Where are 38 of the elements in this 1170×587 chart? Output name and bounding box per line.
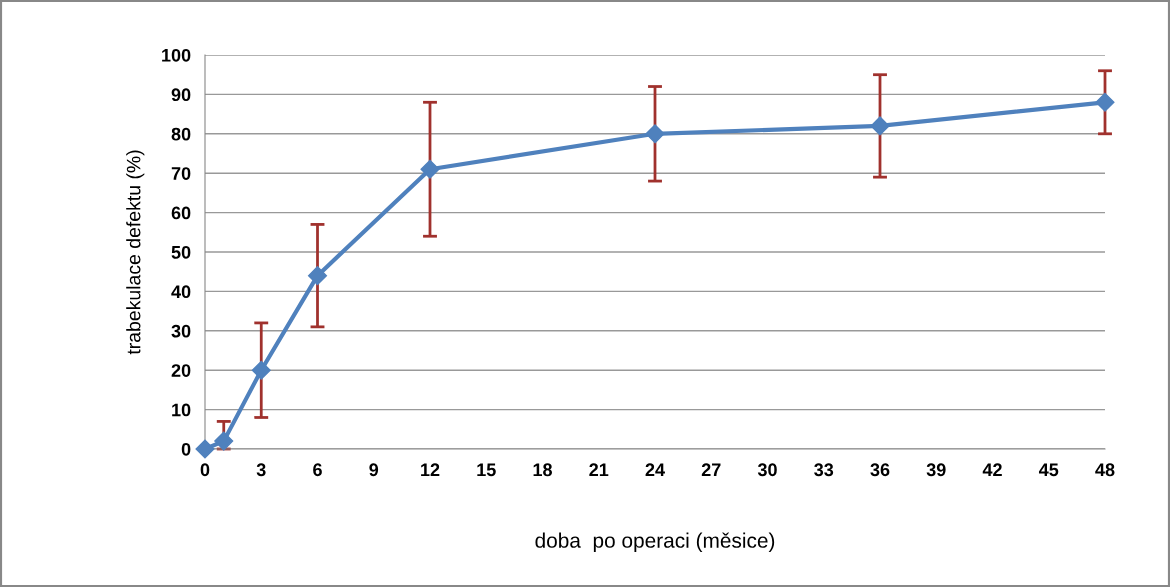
y-tick-label: 60	[171, 206, 191, 220]
y-tick-label: 70	[171, 167, 191, 180]
y-tick-label: 80	[171, 127, 191, 141]
x-tick-label: 0	[200, 463, 210, 477]
y-tick-label: 90	[171, 88, 191, 102]
x-tick-label: 33	[814, 463, 834, 477]
point	[214, 431, 234, 451]
y-tick-label: 40	[171, 285, 191, 299]
point	[195, 439, 215, 459]
x-tick-label: 39	[926, 463, 946, 477]
x-tick-label: 21	[589, 463, 609, 476]
point	[420, 159, 440, 179]
y-tick-label: 0	[181, 442, 191, 456]
y-tick-label: 100	[162, 48, 191, 62]
x-tick-label: 15	[477, 463, 496, 477]
y-tick-label: 50	[171, 245, 191, 259]
x-tick-label: 42	[982, 463, 1002, 476]
x-tick-label: 30	[757, 463, 777, 477]
x-tick-label: 18	[533, 463, 552, 477]
point	[870, 116, 890, 136]
y-axis-title: trabekulace defektu (%)	[126, 150, 145, 355]
point	[251, 360, 271, 380]
x-tick-label: 27	[701, 463, 721, 476]
x-tick-label: 24	[645, 463, 665, 476]
point	[307, 266, 328, 286]
x-tick-label: 45	[1038, 463, 1059, 477]
x-tick-label: 9	[369, 463, 379, 477]
x-tick-label: 3	[256, 463, 266, 477]
point	[1095, 92, 1115, 112]
x-tick-label: 48	[1095, 463, 1115, 477]
x-tick-label: 36	[870, 463, 890, 477]
y-tick-label: 20	[171, 364, 191, 377]
x-tick-label: 12	[421, 463, 440, 476]
x-axis-title: doba po operaci (měsice)	[535, 532, 775, 552]
point	[645, 124, 665, 144]
y-tick-label: 10	[172, 403, 191, 417]
x-tick-label: 6	[313, 463, 322, 477]
y-tick-label: 30	[171, 324, 191, 338]
